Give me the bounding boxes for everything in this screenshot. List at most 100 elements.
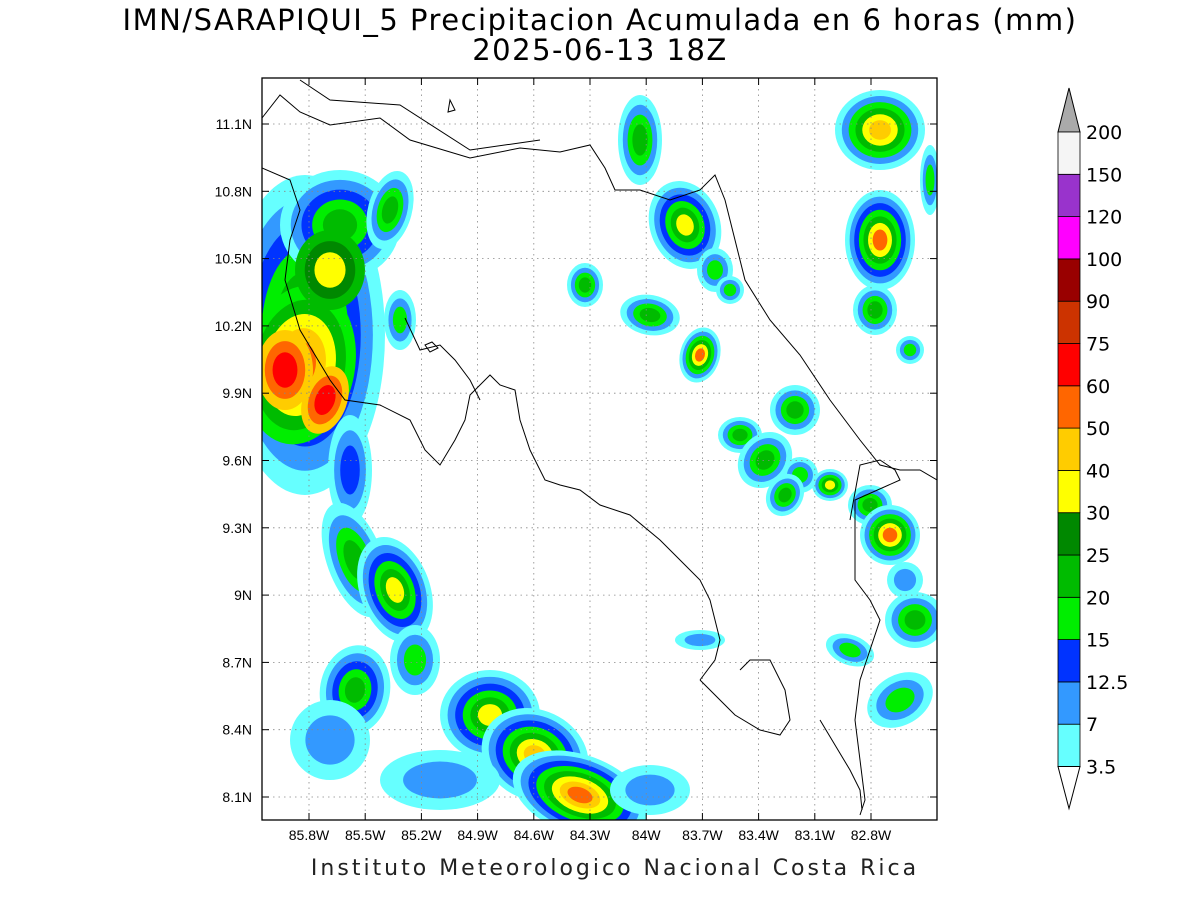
x-tick-label: 82.8W <box>851 827 892 843</box>
y-tick-label: 8.7N <box>222 654 252 670</box>
colorbar-label: 7 <box>1086 714 1098 736</box>
precip-cell <box>567 786 593 804</box>
colorbar-label: 200 <box>1086 122 1122 144</box>
y-tick-label: 8.4N <box>222 722 252 738</box>
islet-2 <box>424 341 439 353</box>
islet <box>447 98 456 113</box>
precip-cell <box>314 385 336 415</box>
precip-cell <box>786 401 804 419</box>
precip-cell <box>755 450 775 470</box>
colorbar-label: 90 <box>1086 291 1110 313</box>
y-tick-label: 10.8N <box>215 183 252 199</box>
x-tick-label: 85.8W <box>289 827 330 843</box>
colorbar-label: 150 <box>1086 164 1122 186</box>
colorbar-label: 20 <box>1086 587 1110 609</box>
x-tick-label: 83.4W <box>738 827 779 843</box>
x-tick-label: 83.7W <box>682 827 723 843</box>
colorbar-label: 30 <box>1086 503 1110 525</box>
precip-cell <box>723 283 737 297</box>
x-tick-label: 84.6W <box>514 827 555 843</box>
coastlines <box>262 79 937 816</box>
precip-cell <box>862 498 878 512</box>
precip-cell <box>893 568 917 592</box>
colorbar-segment <box>1057 258 1081 302</box>
map-axes: 85.8W 85.5W 85.2W 84.9W 84.6W 84.3W 84W 83.7W 83… <box>215 78 937 843</box>
costa-rica-coastline <box>262 94 937 481</box>
colorbar-segment <box>1057 131 1081 175</box>
colorbar-segment <box>1057 469 1081 514</box>
precip-cell <box>925 164 935 196</box>
colorbar-label: 75 <box>1086 334 1110 356</box>
colorbar-label: 15 <box>1086 630 1110 652</box>
precip-cell <box>392 306 408 334</box>
map-frame <box>261 77 938 821</box>
precip-cell <box>869 120 891 140</box>
colorbar-label: 50 <box>1086 418 1110 440</box>
colorbar-arrow-top <box>1057 87 1081 133</box>
y-tick-label: 9.3N <box>222 520 252 536</box>
colorbar: 3.5 7 12.5 15 20 25 30 40 50 60 75 90 100 120 150 200 <box>1057 87 1128 811</box>
precip-cell <box>885 687 915 713</box>
x-tick-label: 85.5W <box>345 827 386 843</box>
y-tick-label: 10.2N <box>215 318 252 334</box>
precip-cell <box>314 252 346 288</box>
precip-cell <box>403 761 477 799</box>
footer-institution: Instituto Meteorologico Nacional Costa R… <box>310 856 920 881</box>
colorbar-segment <box>1057 343 1081 387</box>
colorbar-segment <box>1057 300 1081 344</box>
precip-cell <box>578 277 592 293</box>
lake-nicaragua-shore <box>299 79 541 151</box>
precip-cell <box>639 307 661 323</box>
panama-border <box>849 459 901 816</box>
grid-lines <box>262 78 937 820</box>
precip-cell <box>778 487 792 503</box>
precip-cell <box>676 214 694 236</box>
x-tick-label: 84.3W <box>570 827 611 843</box>
pacific-coast-north <box>262 167 721 681</box>
osa-peninsula <box>699 659 791 736</box>
precip-cell <box>272 352 298 388</box>
precip-cell <box>694 348 706 362</box>
colorbar-segment <box>1057 385 1081 429</box>
precip-cell <box>625 774 675 806</box>
precip-cell <box>732 428 748 442</box>
precip-cell <box>872 229 888 251</box>
colorbar-label: 60 <box>1086 376 1110 398</box>
colorbar-segment <box>1057 427 1081 471</box>
y-tick-label: 9.9N <box>222 385 252 401</box>
precip-cell <box>385 577 405 603</box>
y-tick-label: 9N <box>234 587 252 603</box>
colorbar-label: 40 <box>1086 460 1110 482</box>
x-tick-label: 84W <box>632 827 662 843</box>
precip-cell <box>381 196 399 224</box>
precip-cell <box>867 301 883 319</box>
colorbar-segment <box>1057 723 1081 767</box>
precip-cell <box>340 445 360 495</box>
colorbar-label: 12.5 <box>1086 672 1128 694</box>
colorbar-label: 3.5 <box>1086 757 1116 779</box>
y-tick-label: 11.1N <box>216 116 252 132</box>
precip-cell <box>684 633 716 647</box>
precip-cell <box>305 715 355 765</box>
colorbar-arrow-bottom <box>1057 766 1081 811</box>
precip-cell <box>403 644 427 676</box>
colorbar-segment <box>1057 681 1081 725</box>
y-tick-label: 10.5N <box>215 251 252 267</box>
y-tick-label: 9.6N <box>222 453 252 469</box>
precip-cell <box>839 642 861 658</box>
map-datetime: 2025-06-13 18Z <box>472 33 728 67</box>
nicoya-gulf <box>404 317 481 401</box>
precip-cell <box>707 260 723 280</box>
colorbar-label: 120 <box>1086 207 1122 229</box>
precip-cell <box>344 677 366 703</box>
precip-cell <box>903 343 917 357</box>
precip-cell <box>882 527 898 543</box>
y-tick-label: 8.1N <box>222 789 252 805</box>
x-tick-label: 83.1W <box>795 827 836 843</box>
x-tick-label: 85.2W <box>401 827 442 843</box>
colorbar-label: 100 <box>1086 249 1122 271</box>
colorbar-segment <box>1057 173 1081 218</box>
precip-cell <box>904 610 926 630</box>
colorbar-segment <box>1057 216 1081 260</box>
